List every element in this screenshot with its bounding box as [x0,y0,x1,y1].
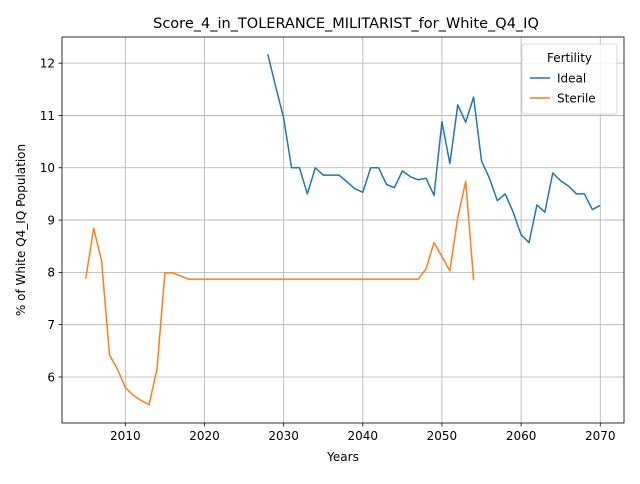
y-tick-label: 6 [47,370,55,384]
series-line-ideal [267,54,601,244]
legend-title: Fertility [547,51,592,65]
y-tick-label: 10 [40,161,55,175]
legend: Fertility Ideal Sterile [521,43,618,115]
legend-label-sterile: Sterile [557,92,596,106]
y-tick-label: 7 [47,318,55,332]
chart-title: Score_4_in_TOLERANCE_MILITARIST_for_Whit… [153,16,539,32]
x-tick-label: 2030 [268,429,299,443]
y-tick-label: 9 [47,213,55,227]
y-axis-ticks: 6 7 8 9 10 11 12 [40,56,62,384]
y-axis-label: % of White Q4_IQ Population [14,144,28,316]
x-tick-label: 2040 [348,429,379,443]
y-tick-label: 12 [40,56,55,70]
y-tick-label: 8 [47,266,55,280]
x-tick-label: 2050 [427,429,458,443]
legend-label-ideal: Ideal [557,72,586,86]
x-tick-label: 2010 [110,429,141,443]
plot-frame [61,36,625,424]
x-tick-label: 2060 [506,429,537,443]
x-axis-ticks: 2010 2020 2030 2040 2050 2060 2070 [110,423,616,443]
x-tick-label: 2070 [585,429,616,443]
x-axis-label: Years [326,450,359,464]
legend-box [521,43,618,115]
series-layer [85,54,601,406]
series-line-sterile [85,180,475,406]
y-tick-label: 11 [40,109,55,123]
x-tick-label: 2020 [189,429,220,443]
